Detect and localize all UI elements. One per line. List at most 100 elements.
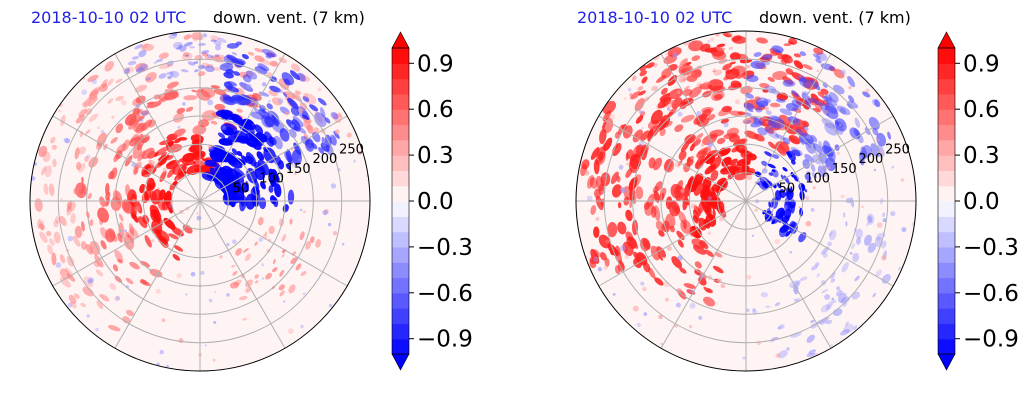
field-blob [876,132,887,147]
field-blob [66,200,73,213]
field-blob [720,118,730,124]
angular-grid-line [199,53,286,202]
field-noise [620,245,627,252]
field-blob [279,290,285,297]
chart-time-label: 2018-10-10 02 UTC [577,8,732,27]
colorbar-tick-label: −0.6 [963,281,1019,307]
field-blob [241,95,250,102]
field-blob [756,37,768,44]
field-blob [650,109,663,125]
field-blob [128,223,135,235]
field-noise [294,172,297,176]
field-noise [300,324,304,329]
field-blob [760,291,768,298]
field-blob [110,167,118,180]
field-blob [189,143,203,154]
field-noise [303,210,306,213]
field-blob [642,238,651,250]
field-blob [808,349,816,355]
field-blob [810,319,815,323]
field-blob [821,289,829,294]
field-blob [693,209,700,222]
angular-grid-line [52,200,201,287]
field-noise [805,196,810,201]
field-blob [167,75,172,80]
field-blob [235,41,242,46]
field-noise [710,37,714,42]
field-noise [111,115,115,119]
field-blob [887,131,891,140]
colorbar-level [392,63,409,80]
field-blob [254,280,259,284]
field-blob [840,296,850,304]
field-blob [37,218,42,229]
field-blob [811,172,818,179]
field-blob [678,150,687,161]
field-noise [824,109,829,115]
field-blob [821,246,830,255]
field-blob [305,139,314,149]
field-blob [108,230,118,242]
field-blob [274,183,282,198]
field-blob [183,95,198,101]
field-blob [816,52,828,61]
field-noise [638,141,644,147]
field-noise [689,302,696,309]
field-blob [193,61,199,65]
field-blob [870,143,881,158]
field-blob [265,52,275,58]
field-blob [715,33,720,37]
field-noise [303,92,309,98]
field-blob [771,45,784,53]
field-blob [782,137,791,145]
field-noise [836,286,841,291]
field-blob [74,147,80,160]
field-blob [128,119,139,130]
field-blob [630,92,636,100]
field-blob [72,235,81,247]
chart-panel-left: 50 100 150 200 250 2018-10-10 02 UTC down. ven… [29,8,473,372]
field-blob [761,160,768,167]
radial-tick-label: 150 [832,162,857,177]
field-blob [638,90,646,96]
field-blob [305,241,311,250]
field-blob [802,120,809,128]
field-blob [668,201,680,217]
field-blob [801,93,812,104]
field-blob [767,163,776,169]
field-noise [620,187,627,193]
field-blob [698,276,707,286]
field-blob [131,56,140,60]
field-blob [75,114,85,124]
field-blob [669,225,675,233]
field-blob [806,334,815,343]
field-blob [178,158,186,163]
field-blob [656,102,664,110]
field-blob [747,109,754,113]
field-blob [797,149,803,156]
field-blob [261,48,277,58]
field-noise [213,321,217,324]
field-blob [856,237,861,245]
field-blob [257,63,270,72]
field-blob [754,96,761,102]
field-noise [882,218,887,223]
field-blob [845,321,850,327]
field-noise [123,232,128,238]
field-blob [757,127,768,136]
field-blob [291,149,302,166]
field-blob [602,117,614,134]
field-noise [701,143,705,147]
field-blob [53,220,59,228]
field-blob [635,115,644,124]
colorbar-level [392,48,409,64]
field-noise [680,189,685,194]
field-blob [269,60,279,67]
field-blob [792,280,801,290]
field-blob [803,64,813,70]
field-noise [677,111,683,117]
field-noise [298,108,304,114]
field-blob [834,119,840,127]
field-blob [59,215,67,227]
